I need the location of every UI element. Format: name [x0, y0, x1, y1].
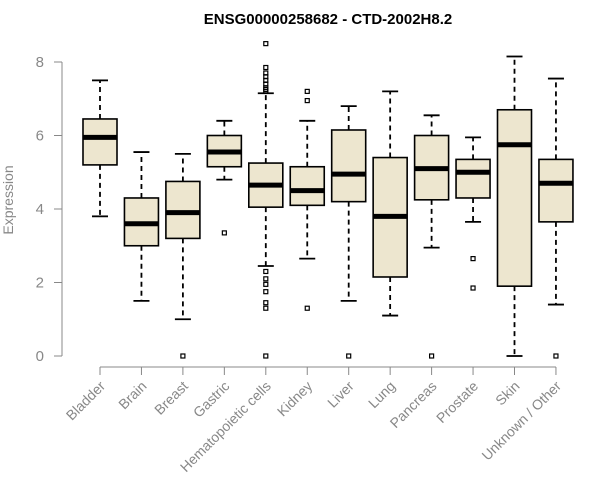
outlier-point — [263, 353, 269, 359]
outlier-point — [263, 268, 269, 275]
x-tick-label: Liver — [324, 378, 357, 411]
iqr-box — [82, 118, 118, 166]
outlier-point — [304, 97, 310, 104]
box-prostate — [455, 136, 491, 291]
y-axis-label: Expression — [0, 165, 16, 234]
iqr-box — [165, 180, 201, 240]
x-tick-label: Skin — [492, 378, 523, 409]
iqr-box — [538, 158, 574, 223]
outlier-point — [263, 64, 269, 71]
box-lung — [372, 90, 408, 317]
outlier-point — [263, 88, 269, 95]
x-tick-label: Kidney — [274, 378, 316, 420]
iqr-box — [455, 158, 491, 199]
outlier-point — [263, 300, 269, 306]
y-tick-label: 2 — [36, 275, 44, 292]
chart-title: ENSG00000258682 - CTD-2002H8.2 — [204, 11, 452, 28]
x-tick-label: Bladder — [63, 378, 109, 424]
box-brain — [123, 151, 160, 302]
x-tick-label: Prostate — [433, 378, 481, 426]
y-axis: 0 2 4 6 8 — [36, 54, 63, 365]
box-gastric — [206, 119, 243, 236]
outlier-point — [221, 230, 227, 236]
box-kidney — [289, 88, 326, 311]
iqr-box — [289, 165, 326, 207]
y-tick-label: 4 — [36, 201, 44, 218]
outlier-point — [263, 305, 269, 311]
y-tick-label: 0 — [36, 348, 44, 365]
x-tick-label: Breast — [151, 378, 191, 418]
y-tick-label: 8 — [36, 54, 44, 71]
outlier-point — [304, 88, 310, 95]
x-tick-label: Brain — [115, 378, 149, 412]
outlier-point — [304, 305, 310, 311]
box-skin — [496, 55, 533, 357]
box-breast — [165, 152, 201, 359]
box-hematopoietic-cells — [248, 41, 284, 359]
box-liver — [330, 105, 367, 359]
x-tick-label: Lung — [365, 378, 398, 411]
x-tick-label: Unknown / Other — [478, 378, 564, 464]
outlier-point — [429, 353, 435, 359]
iqr-box — [496, 108, 533, 287]
box-bladder — [82, 79, 118, 218]
outlier-point — [263, 289, 269, 295]
outlier-point — [346, 353, 352, 359]
outlier-point — [180, 353, 186, 359]
box-pancreas — [413, 114, 450, 359]
box-unknown-other — [538, 77, 574, 359]
outlier-point — [263, 41, 269, 47]
y-tick-label: 6 — [36, 128, 44, 145]
outlier-point — [470, 285, 476, 291]
outlier-point — [553, 353, 559, 359]
outlier-point — [263, 281, 269, 287]
iqr-box — [330, 129, 367, 203]
outlier-point — [470, 256, 476, 262]
boxes-group — [82, 41, 574, 359]
outlier-point — [263, 276, 269, 282]
